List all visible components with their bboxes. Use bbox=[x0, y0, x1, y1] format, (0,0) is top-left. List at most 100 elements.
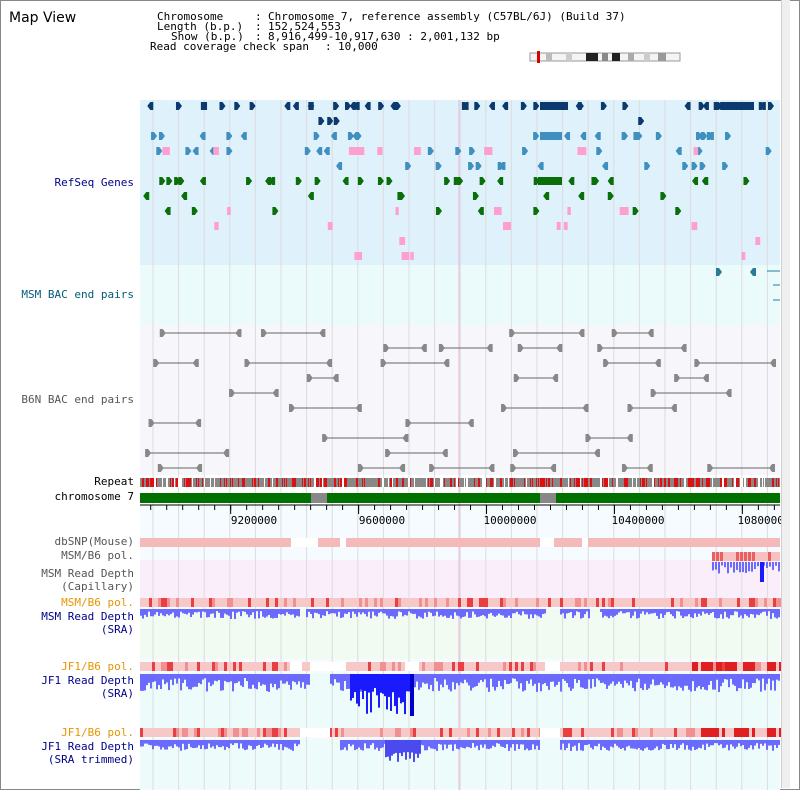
gene-arrow bbox=[660, 192, 667, 200]
depth-bar-deep bbox=[407, 740, 409, 753]
repeat-mark bbox=[538, 478, 539, 487]
depth-bar bbox=[164, 609, 166, 617]
pol-mark bbox=[479, 598, 482, 607]
depth-bar bbox=[420, 609, 422, 618]
depth-bar-deep bbox=[408, 674, 410, 692]
track-label-b6n-bac[interactable]: B6N BAC end pairs bbox=[21, 393, 134, 406]
track-label-msm-b6-pol[interactable]: MSM/B6 pol. bbox=[61, 549, 134, 562]
depth-bar bbox=[234, 674, 236, 684]
depth-bar bbox=[460, 740, 462, 748]
repeat-mark bbox=[644, 478, 645, 487]
depth-bar bbox=[436, 674, 438, 682]
depth-bar bbox=[634, 609, 636, 612]
depth-bar bbox=[572, 674, 574, 689]
depth-bar bbox=[486, 609, 488, 619]
depth-bar bbox=[476, 674, 478, 686]
depth-bar-deep bbox=[395, 740, 397, 753]
track-label-repeat[interactable]: Repeat bbox=[94, 475, 134, 488]
track-label-msm-depth-cap-1[interactable]: MSM Read Depth bbox=[41, 567, 134, 580]
depth-bar bbox=[318, 609, 320, 615]
repeat-mark bbox=[244, 478, 245, 487]
repeat-mark bbox=[702, 478, 703, 487]
depth-bar bbox=[266, 609, 268, 617]
pol-mark bbox=[521, 662, 524, 671]
repeat-mark bbox=[162, 478, 163, 487]
depth-bar bbox=[648, 674, 650, 689]
depth-bar bbox=[715, 562, 717, 570]
repeat-mark bbox=[546, 478, 547, 487]
vertical-scrollbar[interactable] bbox=[781, 0, 790, 788]
track-label-jf1-depth-sra-1[interactable]: JF1 Read Depth bbox=[41, 674, 134, 687]
repeat-mark bbox=[184, 478, 185, 487]
track-label-msm-bac[interactable]: MSM BAC end pairs bbox=[21, 288, 134, 301]
depth-bar bbox=[214, 740, 216, 749]
depth-bar bbox=[158, 740, 160, 747]
depth-bar bbox=[442, 740, 444, 751]
repeat-mark bbox=[170, 478, 171, 487]
depth-bar bbox=[506, 609, 508, 618]
pol-mark bbox=[578, 662, 581, 671]
depth-bar-deep bbox=[398, 674, 400, 698]
repeat-mark bbox=[742, 478, 743, 487]
repeat-mark bbox=[428, 478, 429, 487]
repeat-mark bbox=[602, 478, 603, 487]
depth-bar bbox=[296, 674, 298, 685]
depth-bar bbox=[482, 674, 484, 682]
track-label-msm-depth-sra-1[interactable]: MSM Read Depth bbox=[41, 610, 134, 623]
pol-mark bbox=[269, 728, 272, 737]
pol-mark bbox=[779, 598, 782, 607]
gene-arrow bbox=[713, 102, 720, 110]
track-label-jf1-b6-pol-trim[interactable]: JF1/B6 pol. bbox=[61, 726, 134, 739]
depth-bar bbox=[224, 609, 226, 614]
depth-bar bbox=[570, 740, 572, 751]
ideogram-band bbox=[658, 53, 666, 61]
depth-bar bbox=[456, 609, 458, 616]
repeat-mark bbox=[202, 478, 203, 487]
repeat-mark bbox=[748, 478, 750, 487]
bac-end-arrow bbox=[145, 449, 152, 457]
repeat-mark bbox=[364, 478, 365, 487]
track-label-jf1-b6-pol[interactable]: JF1/B6 pol. bbox=[61, 660, 134, 673]
repeat-mark bbox=[626, 478, 628, 487]
repeat-mark bbox=[276, 478, 278, 487]
depth-bar bbox=[733, 562, 735, 573]
track-label-dbsnp[interactable]: dbSNP(Mouse) bbox=[54, 535, 134, 548]
gene-arrow bbox=[621, 132, 628, 140]
gene-arrow bbox=[568, 177, 575, 185]
depth-bar-deep bbox=[354, 674, 356, 693]
repeat-mark bbox=[146, 478, 148, 487]
depth-bar bbox=[282, 740, 284, 751]
gene-arrow bbox=[330, 132, 337, 140]
pol-mark bbox=[770, 728, 773, 737]
depth-bar bbox=[214, 674, 216, 681]
gene-arrow bbox=[249, 102, 256, 110]
depth-bar bbox=[770, 674, 772, 691]
repeat-mark bbox=[576, 478, 578, 487]
repeat-mark bbox=[568, 478, 569, 487]
depth-bar bbox=[760, 740, 762, 744]
depth-bar bbox=[586, 674, 588, 689]
depth-bar bbox=[230, 609, 232, 619]
depth-bar bbox=[428, 609, 430, 612]
depth-bar-deep bbox=[390, 674, 392, 711]
depth-bar bbox=[262, 740, 264, 748]
track-label-jf1-depth-trim-1[interactable]: JF1 Read Depth bbox=[41, 740, 134, 753]
depth-bar bbox=[274, 740, 276, 748]
track-label-chromosome[interactable]: chromosome 7 bbox=[54, 490, 134, 503]
bac-end-arrow bbox=[694, 359, 701, 367]
pol-mark bbox=[173, 728, 176, 737]
gene-pink-block bbox=[227, 207, 231, 215]
depth-bar bbox=[618, 740, 620, 748]
depth-bar bbox=[466, 609, 468, 613]
depth-bar bbox=[712, 609, 714, 612]
track-label-msm-b6-pol-sra[interactable]: MSM/B6 pol. bbox=[61, 596, 134, 609]
gene-arrow bbox=[378, 102, 385, 110]
track-label-refseq[interactable]: RefSeq Genes bbox=[54, 176, 134, 189]
pol-mark bbox=[581, 728, 584, 737]
ideogram-band bbox=[546, 53, 552, 61]
pol-mark bbox=[185, 728, 188, 737]
depth-bar bbox=[504, 740, 506, 748]
pol-mark bbox=[689, 728, 692, 737]
depth-bar bbox=[258, 609, 260, 619]
